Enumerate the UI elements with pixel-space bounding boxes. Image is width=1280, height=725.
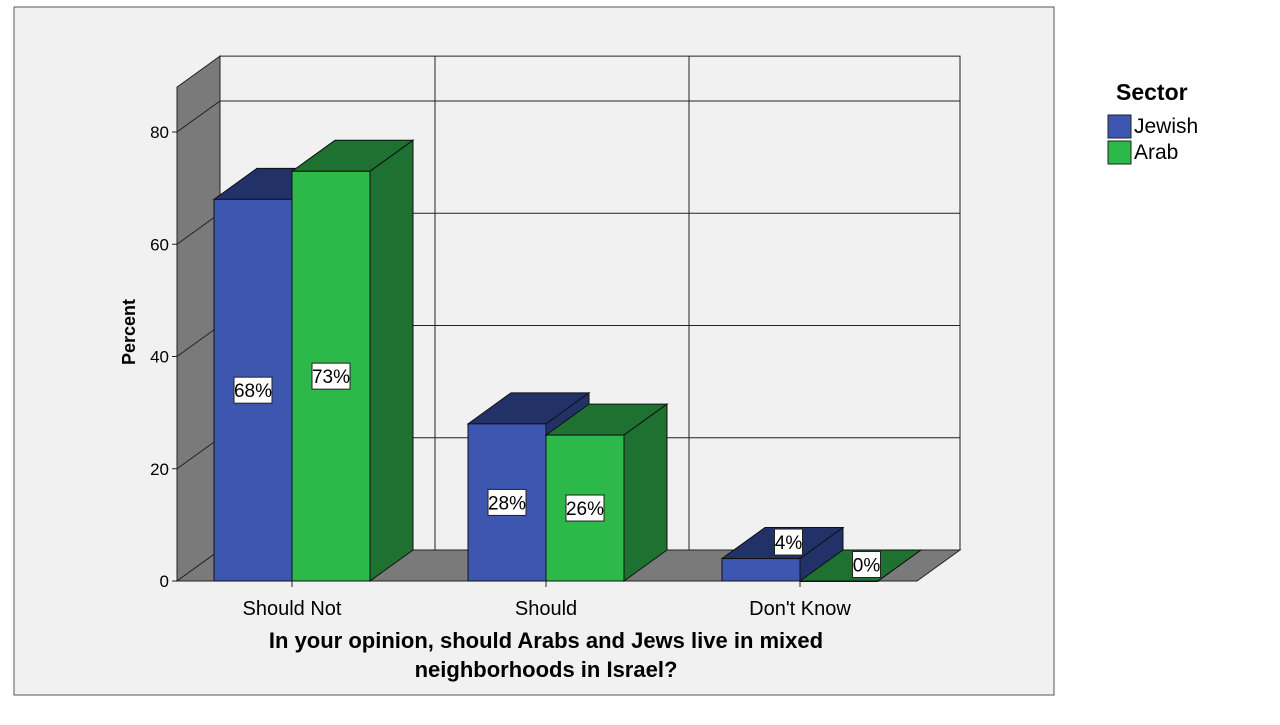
data-label: 4%	[774, 528, 803, 556]
data-label-box	[852, 551, 881, 578]
data-label-box	[565, 494, 605, 522]
data-label-box	[311, 362, 351, 390]
x-category-label: Don't Know	[749, 598, 851, 620]
data-label-text: 68%	[234, 381, 272, 402]
y-tick-label: 20	[150, 460, 169, 479]
data-label-text: 73%	[312, 367, 350, 388]
y-tick-label: 60	[150, 235, 169, 254]
y-tick-label: 0	[160, 572, 169, 591]
data-label: 0%	[852, 551, 881, 578]
arab-bar-side	[369, 139, 414, 582]
data-label-text: 26%	[566, 499, 604, 520]
arab-bar-side	[877, 549, 922, 582]
legend-label: Arab	[1134, 141, 1178, 164]
x-axis-title: In your opinion, should Arabs and Jews l…	[269, 628, 823, 682]
data-label-box	[774, 528, 803, 556]
data-label-box	[487, 488, 527, 516]
x-axis-title-line: In your opinion, should Arabs and Jews l…	[269, 628, 823, 653]
arab-bar-front	[799, 580, 879, 582]
y-axis: 0 20 40 60 80	[150, 87, 178, 591]
data-label: 68%	[233, 376, 273, 404]
jewish-bar-front	[721, 558, 801, 582]
y-tick-label: 80	[150, 123, 169, 142]
legend-swatch	[1107, 140, 1132, 165]
legend-swatch	[1107, 114, 1132, 139]
data-label-text: 28%	[488, 493, 526, 514]
gridline	[176, 100, 960, 133]
legend: Jewish Arab	[1107, 114, 1198, 165]
y-axis-title: Percent	[119, 299, 139, 365]
data-label-text: 4%	[775, 533, 803, 554]
data-label: 28%	[487, 488, 527, 516]
data-label: 73%	[311, 362, 351, 390]
jewish-bar	[720, 526, 845, 582]
x-axis: Should Not Should Don't Know	[243, 581, 851, 620]
arab-bar	[290, 139, 415, 582]
data-labels: 68% 73% 28% 26% 4% 0%	[233, 362, 881, 578]
x-axis-title-line: neighborhoods in Israel?	[415, 657, 678, 682]
arab-bar-side	[623, 403, 668, 582]
legend-title: Sector	[1116, 79, 1188, 105]
y-tick-label: 40	[150, 348, 169, 367]
data-label: 26%	[565, 494, 605, 522]
legend-label: Jewish	[1134, 115, 1198, 138]
data-label-text: 0%	[853, 556, 881, 577]
legend-item-arab: Arab	[1107, 140, 1178, 165]
legend-item-jewish: Jewish	[1107, 114, 1198, 139]
arab-bar	[544, 403, 669, 582]
data-label-box	[233, 376, 273, 404]
x-category-label: Should Not	[243, 598, 342, 620]
x-category-label: Should	[515, 598, 577, 620]
